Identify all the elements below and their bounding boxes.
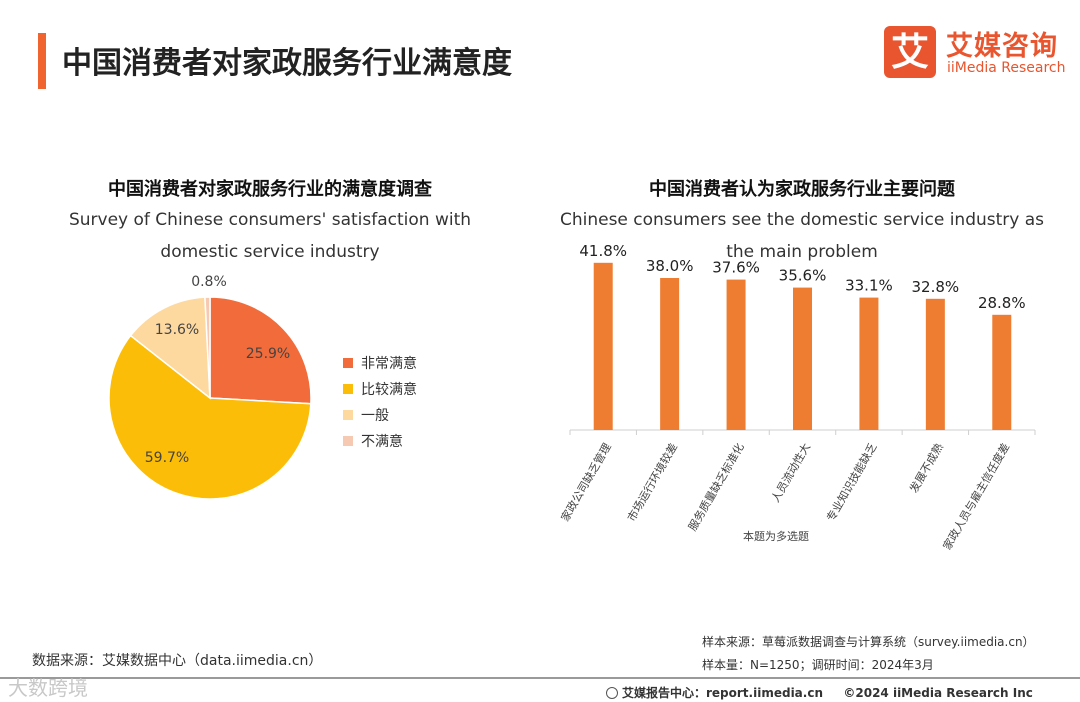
- sample-size: 样本量：N=1250；调研时间：2024年3月: [702, 658, 934, 672]
- pie-chart-title: 中国消费者对家政服务行业的满意度调查: [108, 179, 432, 200]
- legend-label: 比较满意: [361, 382, 417, 398]
- legend-swatch: [343, 410, 353, 420]
- bar-chart-note: 本题为多选题: [743, 529, 809, 543]
- globe-icon: [606, 687, 618, 699]
- bar-2: [660, 278, 680, 430]
- bar-chart-title: 中国消费者认为家政服务行业主要问题: [649, 179, 955, 200]
- legend-label: 不满意: [361, 434, 403, 450]
- logo-mark-icon: 艾: [884, 26, 936, 78]
- x-tick-label: 服务质量缺乏标准化: [685, 441, 747, 534]
- x-tick-label: 市场运行环境较差: [624, 441, 680, 524]
- x-tick-label: 发展不成熟: [906, 441, 946, 496]
- copyright: ©2024 iiMedia Research Inc: [843, 686, 1033, 700]
- pie-slice-very-satisfied: [209, 296, 312, 405]
- data-source: 数据来源：艾媒数据中心（data.iimedia.cn）: [32, 653, 323, 669]
- legend-swatch: [343, 358, 353, 368]
- brand-logo: 艾 艾媒咨询 iiMedia Research: [884, 24, 1074, 84]
- bar-4: [793, 287, 812, 430]
- pie-legend: 非常满意 比较满意 一般 不满意: [343, 350, 417, 454]
- legend-swatch: [343, 436, 353, 446]
- legend-label: 一般: [361, 408, 389, 424]
- sample-source: 样本来源：草莓派数据调查与计算系统（survey.iimedia.cn）: [702, 635, 1035, 649]
- bar-value-label: 37.6%: [712, 259, 760, 277]
- logo-name-cn: 艾媒咨询: [946, 31, 1058, 62]
- bar-7: [992, 314, 1012, 430]
- pie-slice-dissatisfied: [204, 296, 211, 399]
- title-accent-bar: [38, 33, 46, 89]
- bar-subtitle-line-1: Chinese consumers see the domestic servi…: [559, 210, 1045, 230]
- pie-value-label: 13.6%: [155, 322, 199, 338]
- footer-divider: [0, 677, 1080, 679]
- bar-value-label: 38.0%: [646, 257, 694, 275]
- bar-value-label: 33.1%: [845, 277, 893, 295]
- bar-value-label: 32.8%: [912, 278, 960, 296]
- x-tick-label: 专业知识技能缺乏: [823, 441, 879, 524]
- legend-item-satisfied: 比较满意: [343, 376, 417, 402]
- pie-value-label: 0.8%: [191, 274, 227, 290]
- legend-item-neutral: 一般: [343, 402, 417, 428]
- bar-6: [925, 298, 945, 430]
- footer-credits: 艾媒报告中心：report.iimedia.cn ©2024 iiMedia R…: [606, 684, 1033, 701]
- bar-chart-subtitle: Chinese consumers see the domestic servi…: [552, 204, 1052, 268]
- bar-5: [859, 297, 879, 430]
- pie-chart-subtitle: Survey of Chinese consumers' satisfactio…: [40, 204, 500, 268]
- x-tick-label: 家政人员与雇主信任度差: [940, 440, 1013, 552]
- bar-value-label: 41.8%: [579, 242, 627, 260]
- page-title: 中国消费者对家政服务行业满意度: [62, 46, 512, 81]
- legend-item-very-satisfied: 非常满意: [343, 350, 417, 376]
- logo-name-en: iiMedia Research: [947, 60, 1066, 76]
- legend-swatch: [343, 384, 353, 394]
- pie-subtitle-line-2: domestic service industry: [160, 242, 380, 262]
- pie-slice-neutral: [129, 296, 211, 400]
- x-tick-label: 家政公司缺乏管理: [558, 441, 614, 524]
- watermark: 大数跨境: [8, 676, 88, 700]
- bar-3: [726, 279, 746, 430]
- pie-slice-satisfied: [108, 334, 312, 500]
- legend-item-dissatisfied: 不满意: [343, 428, 417, 454]
- bar-value-label: 28.8%: [978, 294, 1026, 312]
- bar-1: [593, 262, 613, 430]
- pie-value-label: 25.9%: [246, 346, 290, 362]
- pie-subtitle-line-1: Survey of Chinese consumers' satisfactio…: [68, 210, 472, 230]
- bar-value-label: 35.6%: [779, 267, 827, 285]
- pie-value-label: 59.7%: [145, 450, 189, 466]
- x-tick-label: 人员流动性大: [768, 441, 813, 505]
- report-site-link[interactable]: 艾媒报告中心：report.iimedia.cn: [622, 686, 823, 700]
- legend-label: 非常满意: [361, 356, 417, 372]
- bar-subtitle-line-2: the main problem: [726, 242, 878, 262]
